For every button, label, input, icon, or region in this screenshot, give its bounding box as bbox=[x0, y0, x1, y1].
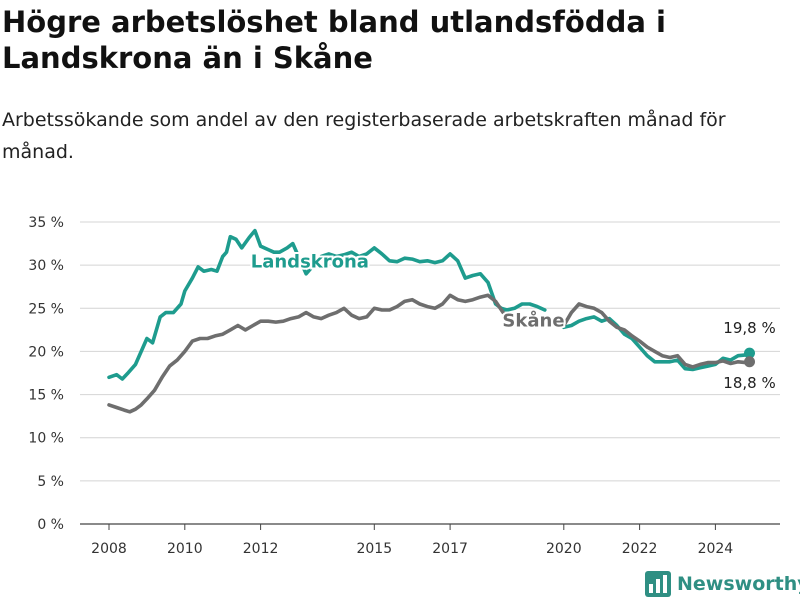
x-tick-label: 2020 bbox=[546, 541, 582, 557]
x-tick-label: 2022 bbox=[622, 541, 658, 557]
y-tick-label: 35 % bbox=[28, 215, 64, 231]
y-tick-label: 0 % bbox=[37, 517, 64, 533]
series-name-label: Landskrona bbox=[251, 252, 369, 273]
x-tick-label: 2024 bbox=[698, 541, 734, 557]
y-tick-label: 25 % bbox=[28, 301, 64, 317]
brand-name: Newsworthy bbox=[677, 573, 800, 595]
y-tick-label: 15 % bbox=[28, 388, 64, 404]
series-line-1 bbox=[107, 293, 752, 414]
y-tick-label: 5 % bbox=[37, 474, 64, 490]
chart-title: Högre arbetslöshet bland utlandsfödda i … bbox=[2, 5, 666, 75]
grid-lines bbox=[80, 221, 780, 525]
x-tick-label: 2008 bbox=[91, 541, 127, 557]
series-line-0 bbox=[107, 228, 752, 381]
brand: Newsworthy bbox=[645, 569, 800, 599]
y-tick-label: 30 % bbox=[28, 258, 64, 274]
axes: 0 % 5 % 10 % 15 % 20 % 25 % 30 % 35 % 2008 2010 20… bbox=[28, 215, 733, 557]
series-lines bbox=[107, 228, 752, 414]
y-tick-label: 20 % bbox=[28, 344, 64, 360]
end-value-label: 19,8 % bbox=[723, 319, 775, 337]
y-tick-label: 10 % bbox=[28, 431, 64, 447]
x-tick-label: 2017 bbox=[432, 541, 468, 557]
series-name-label: Skåne bbox=[502, 309, 564, 331]
labels: 19,8 % 18,8 % Landskrona Skåne bbox=[249, 250, 776, 392]
end-point-marker bbox=[744, 347, 756, 359]
newsworthy-logo-icon bbox=[645, 571, 671, 597]
end-value-label: 18,8 % bbox=[723, 374, 775, 392]
chart-subtitle: Arbetssökande som andel av den registerb… bbox=[2, 109, 726, 163]
x-tick-label: 2015 bbox=[356, 541, 392, 557]
x-tick-label: 2010 bbox=[167, 541, 203, 557]
end-point-marker bbox=[744, 356, 756, 368]
x-tick-label: 2012 bbox=[243, 541, 279, 557]
